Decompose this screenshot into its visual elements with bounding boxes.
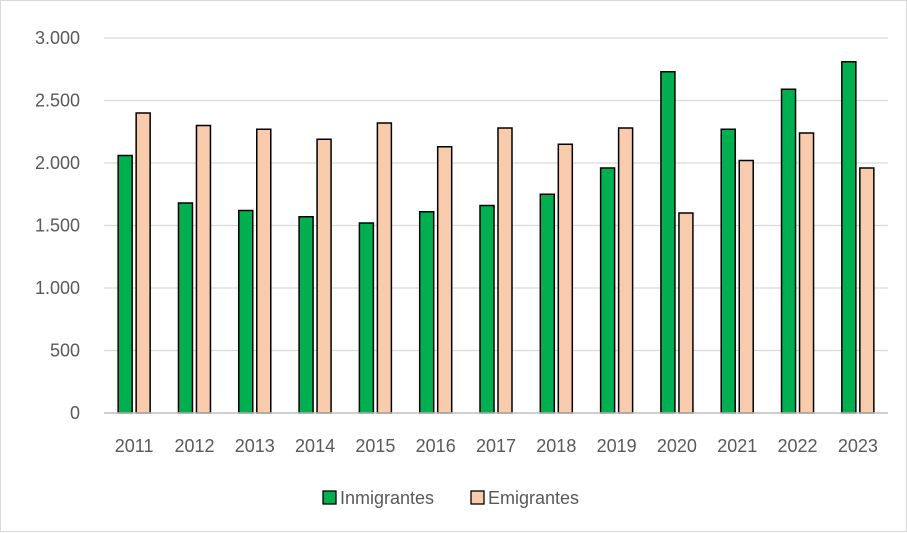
y-tick-label: 0 [70,403,80,423]
bar-emigrantes [617,127,634,414]
bar-inmigrantes [298,216,314,414]
x-tick-label: 2017 [476,436,516,456]
bar-emigrantes [497,127,513,414]
legend-swatch-emigrantes [470,490,485,505]
bar-emigrantes [859,167,875,414]
y-tick-label: 1.500 [35,216,80,236]
bar-inmigrantes [238,209,254,414]
bar-emigrantes [738,159,754,414]
y-tick-label: 2.500 [35,91,80,111]
x-tick-label: 2014 [295,436,335,456]
bar-inmigrantes [599,167,616,414]
bar-inmigrantes [780,88,797,414]
y-tick-label: 3.000 [35,28,80,48]
bar-emigrantes [256,128,272,414]
x-tick-label: 2020 [657,436,697,456]
bar-inmigrantes [479,204,495,414]
bar-emigrantes [135,112,151,414]
x-tick-label: 2012 [174,436,214,456]
bar-emigrantes [316,138,332,414]
legend-swatch-inmigrantes [322,490,337,505]
bar-inmigrantes [117,154,133,414]
bar-emigrantes [798,132,815,414]
y-tick-label: 1.000 [35,278,80,298]
bar-inmigrantes [539,193,556,414]
bar-inmigrantes [660,71,676,414]
bar-inmigrantes [358,222,375,414]
x-tick-label: 2021 [717,436,757,456]
x-tick-label: 2013 [235,436,275,456]
bar-emigrantes [376,122,393,414]
bar-emigrantes [436,146,453,414]
x-tick-label: 2019 [597,436,637,456]
bar-emigrantes [557,143,574,414]
legend-label-emigrantes: Emigrantes [488,488,579,508]
x-tick-label: 2023 [838,436,878,456]
bar-inmigrantes [720,128,736,414]
bar-emigrantes [195,124,212,414]
x-tick-label: 2022 [778,436,818,456]
bar-inmigrantes [418,211,435,414]
bar-inmigrantes [177,202,194,414]
x-tick-label: 2015 [355,436,395,456]
x-tick-label: 2016 [416,436,456,456]
legend-label-inmigrantes: Inmigrantes [340,488,434,508]
x-tick-label: 2011 [115,436,154,456]
bar-emigrantes [678,212,694,414]
x-tick-label: 2018 [536,436,576,456]
bar-inmigrantes [841,61,857,414]
y-tick-label: 500 [50,341,80,361]
y-tick-label: 2.000 [35,153,80,173]
